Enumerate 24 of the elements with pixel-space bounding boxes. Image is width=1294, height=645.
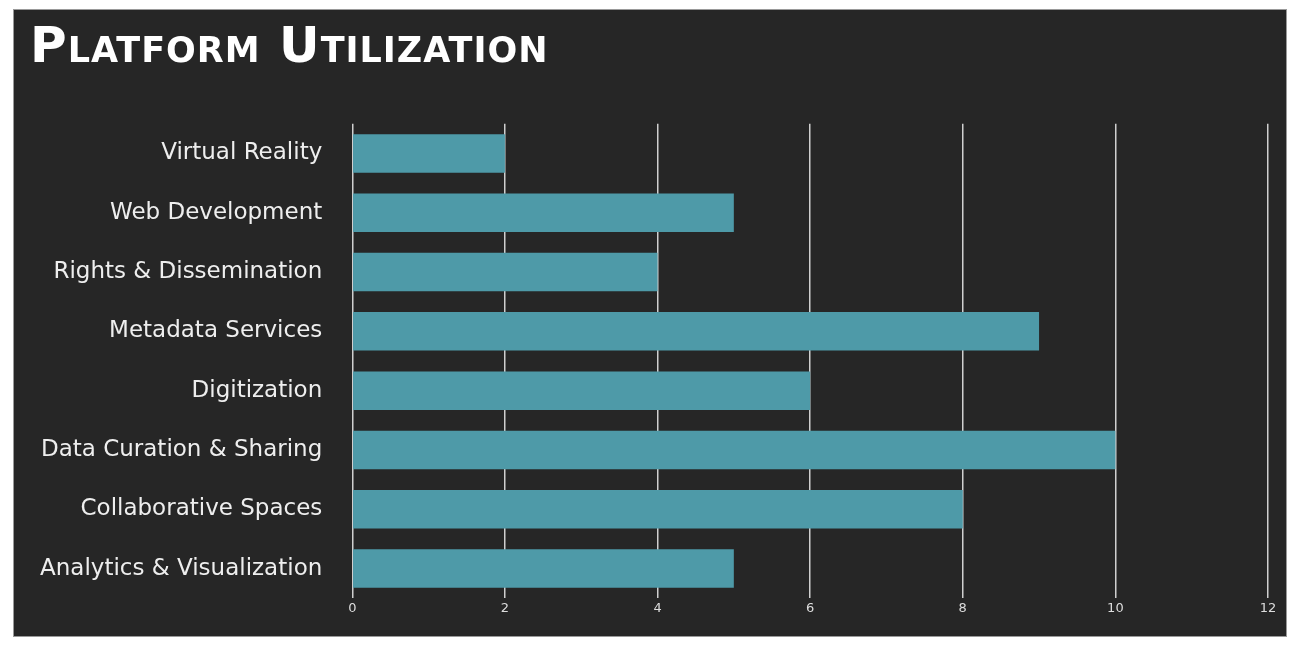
y-tick-label: Virtual Reality <box>161 138 323 165</box>
x-tick-label: 6 <box>806 600 815 616</box>
y-tick-label: Analytics & Visualization <box>40 553 323 580</box>
bar <box>353 134 505 173</box>
bar <box>353 252 658 292</box>
bar <box>353 312 1040 351</box>
x-tick-label: 8 <box>958 600 967 616</box>
x-tick-label: 2 <box>500 600 510 616</box>
bar <box>353 430 1116 470</box>
bar <box>353 489 963 529</box>
x-tick-label: 0 <box>348 600 357 616</box>
y-tick-label: Collaborative Spaces <box>80 494 323 521</box>
y-tick-label: Rights & Dissemination <box>53 257 323 284</box>
bar <box>353 549 734 588</box>
x-tick-label: 12 <box>1259 600 1277 616</box>
bar <box>353 193 734 233</box>
y-tick-label: Web Development <box>109 197 323 224</box>
bar <box>353 371 811 410</box>
x-tick-label: 10 <box>1107 600 1124 616</box>
y-tick-label: Metadata Services <box>109 316 323 343</box>
y-tick-label: Digitization <box>191 375 323 402</box>
chart-title: Platform Utilization <box>30 16 549 74</box>
y-tick-label: Data Curation & Sharing <box>40 434 323 461</box>
x-tick-label: 4 <box>653 600 662 616</box>
